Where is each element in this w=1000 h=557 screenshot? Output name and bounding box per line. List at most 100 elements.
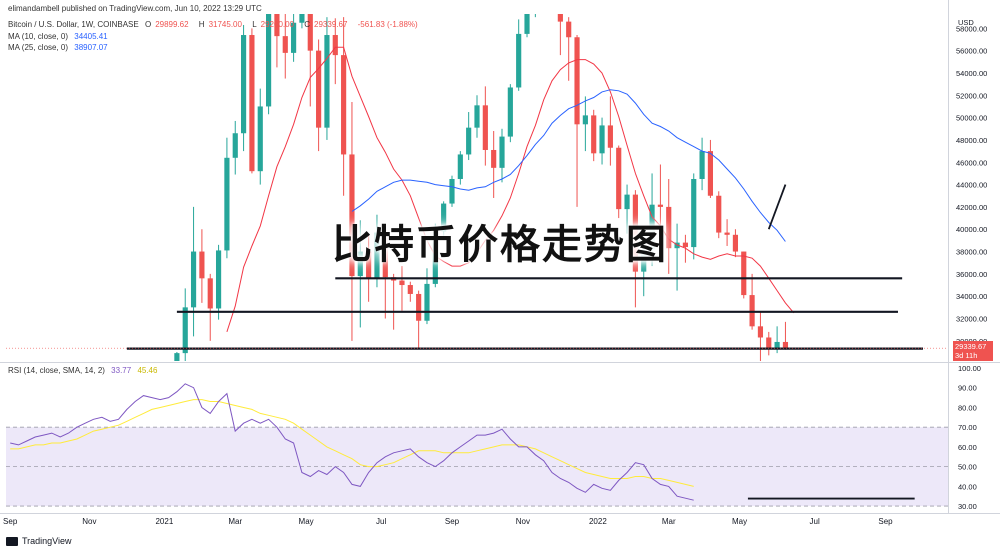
price-tick-label: 46000.00 [956,158,987,167]
candle-body [466,127,472,155]
candle-body [782,341,789,349]
ohlc-change: -561.83 (-1.88%) [357,20,418,29]
tradingview-logo-icon [6,536,18,546]
candle-body [732,234,739,252]
candle-body [424,283,430,321]
rsi-ma-line [10,399,694,487]
tradingview-brand-text: TradingView [22,536,72,546]
candle-body [224,157,230,251]
rsi-tick-label: 30.00 [958,502,977,511]
ma25-label: MA (25, close, 0) [8,43,69,52]
price-tick-label: 56000.00 [956,47,987,56]
candle-body [207,278,213,309]
candle-body [307,14,313,51]
price-tick-label: 48000.00 [956,136,987,145]
candle-body [316,50,322,128]
ma25-legend: MA (25, close, 0) 38907.07 [8,43,112,52]
candle-body [416,293,422,321]
candle-body [724,232,730,235]
time-tick-label: Nov [82,517,96,526]
candle-body [199,251,205,279]
candle-body [190,251,197,308]
time-tick-label: Sep [445,517,460,526]
time-tick-label: May [299,517,314,526]
candle-body [591,115,597,154]
ma25-line [351,89,786,242]
time-tick-label: May [732,517,747,526]
candle-body [174,353,180,361]
rsi-label: RSI (14, close, SMA, 14, 2) [8,366,105,375]
candle-body [649,204,655,250]
candle-body [182,307,188,354]
candle-body [699,151,705,179]
symbol-legend: Bitcoin / U.S. Dollar, 1W, COINBASE O 298… [8,20,422,29]
time-tick-label: Jul [810,517,820,526]
rsi-ma-value: 45.46 [137,366,158,375]
ma25-value: 38907.07 [74,43,108,52]
candle-body [491,149,497,168]
candle-body [474,105,480,128]
candle-body [324,35,330,128]
price-tick-label: 58000.00 [956,24,987,33]
rsi-tick-label: 40.00 [958,482,977,491]
candle-body [349,154,355,277]
published-text: elimandambell published on TradingView.c… [8,4,262,13]
candle-body [407,285,413,294]
candle-body [332,35,338,56]
candle-body [766,337,772,348]
time-tick-label: Mar [228,517,242,526]
candle-body [566,21,572,38]
price-tick-label: 44000.00 [956,181,987,190]
candle-body [749,295,755,327]
last-price-value: 29339.67 [955,342,987,351]
time-tick-label: Mar [662,517,676,526]
trend-line [767,184,787,230]
candle-body [616,147,622,210]
rsi-line [10,383,694,501]
price-tick-label: 50000.00 [956,114,987,123]
candle-body [741,251,747,296]
ohlc-close: C 29339.67 [304,20,348,29]
candle-body [357,251,363,277]
ma10-legend: MA (10, close, 0) 34405.41 [8,32,112,41]
candle-body [607,125,613,148]
candle-body [774,341,780,348]
candle-body [632,194,638,272]
price-tick-label: 32000.00 [956,315,987,324]
candle-body [266,14,272,107]
candle-body [291,22,297,53]
price-tick-label: 42000.00 [956,203,987,212]
candle-body [657,204,663,207]
rsi-tick-label: 80.00 [958,403,977,412]
candle-body [382,232,388,278]
time-tick-label: 2022 [589,517,607,526]
tradingview-brand[interactable]: TradingView [6,536,72,546]
time-tick-label: Nov [516,517,530,526]
candle-body [374,232,380,279]
rsi-tick-label: 50.00 [958,463,977,472]
candle-body [716,195,722,233]
rsi-tick-label: 90.00 [958,384,977,393]
candle-body [666,206,672,249]
price-tick-label: 34000.00 [956,292,987,301]
candle-body [682,242,688,248]
candle-body [524,14,530,34]
candle-body [599,125,605,154]
price-tick-label: 52000.00 [956,91,987,100]
candle-body [299,14,305,23]
rsi-tick-label: 70.00 [958,423,977,432]
candle-body [457,154,463,179]
candle-body [341,55,347,155]
candle-body [516,33,522,88]
price-tick-label: 40000.00 [956,225,987,234]
candle-body [282,36,288,53]
candle-body [249,35,255,172]
candle-body [757,326,764,338]
rsi-tick-label: 100.00 [958,364,981,373]
candle-body [582,115,588,125]
time-tick-label: Sep [878,517,893,526]
candle-body [507,87,513,137]
candle-body [449,179,455,204]
